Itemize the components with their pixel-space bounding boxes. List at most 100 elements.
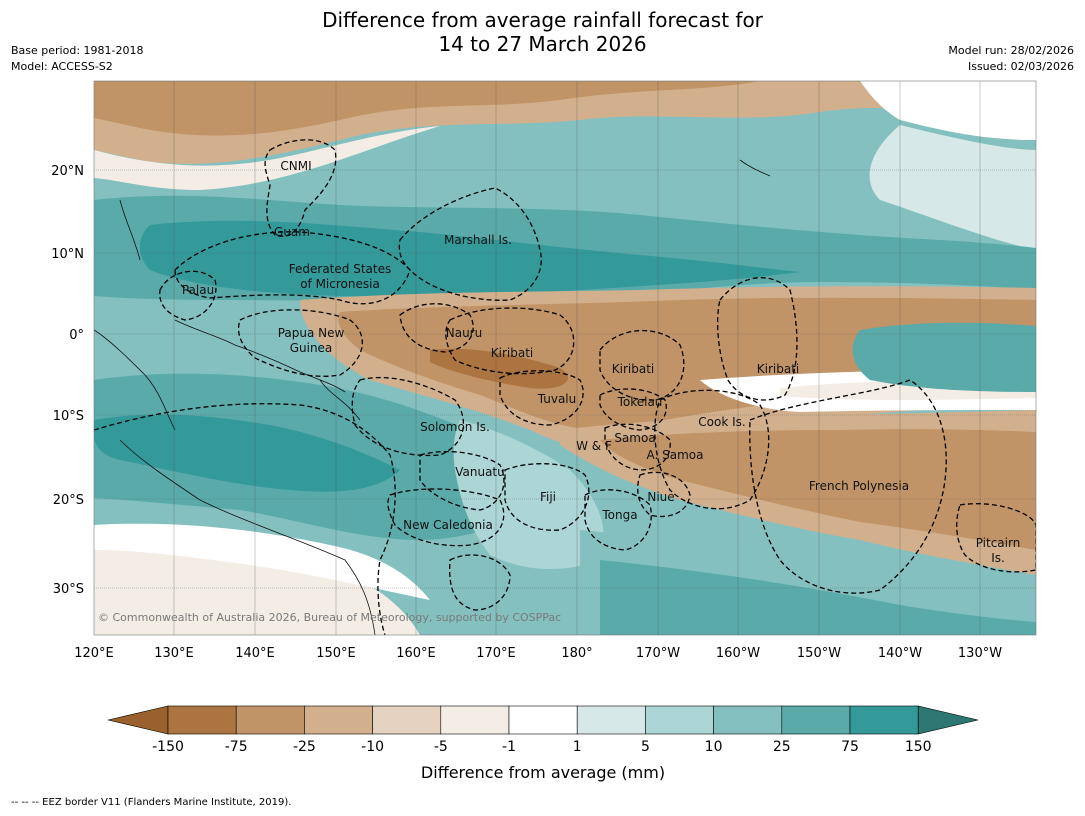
southwest-neutral (94, 543, 420, 635)
label-niue: Niue (647, 490, 674, 504)
label-solomon-islands: Solomon Is. (420, 420, 490, 434)
colorbar-tick-label: 10 (705, 739, 723, 755)
colorbar-tick-label: 150 (905, 739, 932, 755)
lon-label-140e: 140°E (235, 646, 275, 661)
southeast-wet (600, 560, 1036, 635)
south-pale-patch (453, 420, 604, 570)
meta-left: Base period: 1981-2018 Model: ACCESS-S2 (11, 43, 143, 75)
label-pitcairn-line-2: Is. (991, 551, 1005, 565)
label-cnmi: CNMI (280, 159, 311, 173)
model-run: Model run: 28/02/2026 (948, 44, 1074, 57)
colorbar-extend-low (107, 705, 169, 735)
north-white (860, 81, 1036, 140)
eez-french-polynesia (749, 379, 947, 594)
eez-nauru (399, 303, 474, 353)
eez-borders (94, 139, 1036, 635)
eez-kiribati-central (599, 329, 685, 401)
title-line-1: Difference from average rainfall forecas… (322, 8, 763, 32)
colorbar-swatch (576, 705, 646, 735)
label-guam: Guam (274, 225, 310, 239)
label-palau: Palau (182, 283, 214, 297)
northeast-pale (869, 125, 1036, 250)
eez-new-caledonia (387, 488, 505, 547)
colorbar-tick-label: -1 (502, 739, 516, 755)
label-nauru: Nauru (446, 326, 482, 340)
label-vanuatu: Vanuatu (455, 465, 505, 479)
lon-label-180: 180° (561, 646, 592, 661)
label-marshall-islands: Marshall Is. (444, 233, 512, 247)
lon-label-120e: 120°E (74, 646, 114, 661)
eez-palau (159, 270, 217, 321)
label-wallis-futuna: W & F (576, 439, 612, 453)
colorbar-swatch (372, 705, 442, 735)
label-kiribati-east: Kiribati (757, 362, 799, 376)
eez-kiribati-west (445, 307, 575, 375)
colorbar-swatch (645, 705, 714, 735)
colorbar-tick-label: -5 (434, 739, 448, 755)
equatorial-dry-core (430, 348, 569, 389)
lon-label-130w: 130°W (958, 646, 1002, 661)
base-period: Base period: 1981-2018 (11, 44, 144, 57)
coastlines (94, 159, 771, 635)
label-new-caledonia: New Caledonia (403, 518, 493, 532)
lon-label-140w: 140°W (878, 646, 922, 661)
label-kiribati-central: Kiribati (612, 362, 654, 376)
title-line-2: 14 to 27 March 2026 (438, 32, 647, 56)
lat-label-20s: 20°S (53, 493, 84, 508)
eez-niue (637, 471, 691, 518)
east-wet-patch (852, 322, 1036, 392)
map-field: © Commonwealth of Australia 2026, Bureau… (94, 81, 1036, 635)
label-pitcairn-line-1: Pitcairn (976, 536, 1021, 550)
north-dry-core (94, 81, 760, 136)
north-neutral (94, 126, 440, 190)
eez-lord-howe (449, 554, 511, 611)
south-dry-core (600, 429, 1036, 550)
colorbar-swatch (440, 705, 510, 735)
label-png-line-1: Papua New (278, 326, 345, 340)
label-cook-islands: Cook Is. (698, 415, 745, 429)
label-tokelau: Tokelau (617, 395, 663, 409)
lon-label-170w: 170°W (636, 646, 680, 661)
eez-pitcairn (956, 503, 1036, 573)
lon-label-130e: 130°E (154, 646, 194, 661)
eez-png (237, 309, 363, 377)
colorbar-swatch (713, 705, 783, 735)
colorbar-extend-high (917, 705, 979, 735)
colorbar-swatch (508, 705, 578, 735)
label-american-samoa: A. Samoa (647, 448, 704, 462)
latitude-labels: 20°N 10°N 0° 10°S 20°S 30°S (51, 164, 84, 597)
label-kiribati-west: Kiribati (491, 346, 533, 360)
eez-australia-east (94, 403, 396, 635)
issued-date: Issued: 02/03/2026 (967, 60, 1074, 73)
colorbar-tick-label: 25 (773, 739, 791, 755)
eez-cook (654, 389, 770, 510)
eez-kiribati-east (716, 277, 798, 401)
eez-footnote: -- -- -- EEZ border V11 (Flanders Marine… (11, 797, 292, 808)
eez-cnmi (264, 139, 337, 237)
lat-label-10n: 10°N (51, 247, 84, 262)
longitude-labels: 120°E 130°E 140°E 150°E 160°E 170°E 180°… (74, 646, 1002, 661)
label-fsm-line-2: of Micronesia (300, 277, 380, 291)
eez-samoa (604, 423, 671, 471)
lat-label-20n: 20°N (51, 164, 84, 179)
chart-title: Difference from average rainfall forecas… (0, 8, 1085, 56)
lat-label-30s: 30°S (53, 582, 84, 597)
label-tuvalu: Tuvalu (537, 392, 577, 406)
north-wet-core (139, 220, 800, 297)
colorbar-tick-label: 1 (573, 739, 582, 755)
eez-vanuatu (419, 450, 505, 511)
label-french-polynesia: French Polynesia (809, 479, 909, 493)
lat-label-0: 0° (69, 328, 84, 343)
eez-solomon (351, 376, 464, 457)
label-fiji: Fiji (540, 490, 556, 504)
southwest-white (94, 523, 430, 600)
region-labels: CNMI Guam Marshall Is. Federated States … (182, 159, 1020, 565)
lon-label-160w: 160°W (716, 646, 760, 661)
model-name: Model: ACCESS-S2 (11, 60, 113, 73)
colorbar-tick-label: -10 (361, 739, 384, 755)
colorbar-tick-label: -75 (225, 739, 248, 755)
gridlines (94, 81, 1036, 635)
colorbar-tick-label: -25 (293, 739, 316, 755)
meta-right: Model run: 28/02/2026 Issued: 02/03/2026 (948, 43, 1074, 75)
eez-tokelau (599, 388, 667, 431)
